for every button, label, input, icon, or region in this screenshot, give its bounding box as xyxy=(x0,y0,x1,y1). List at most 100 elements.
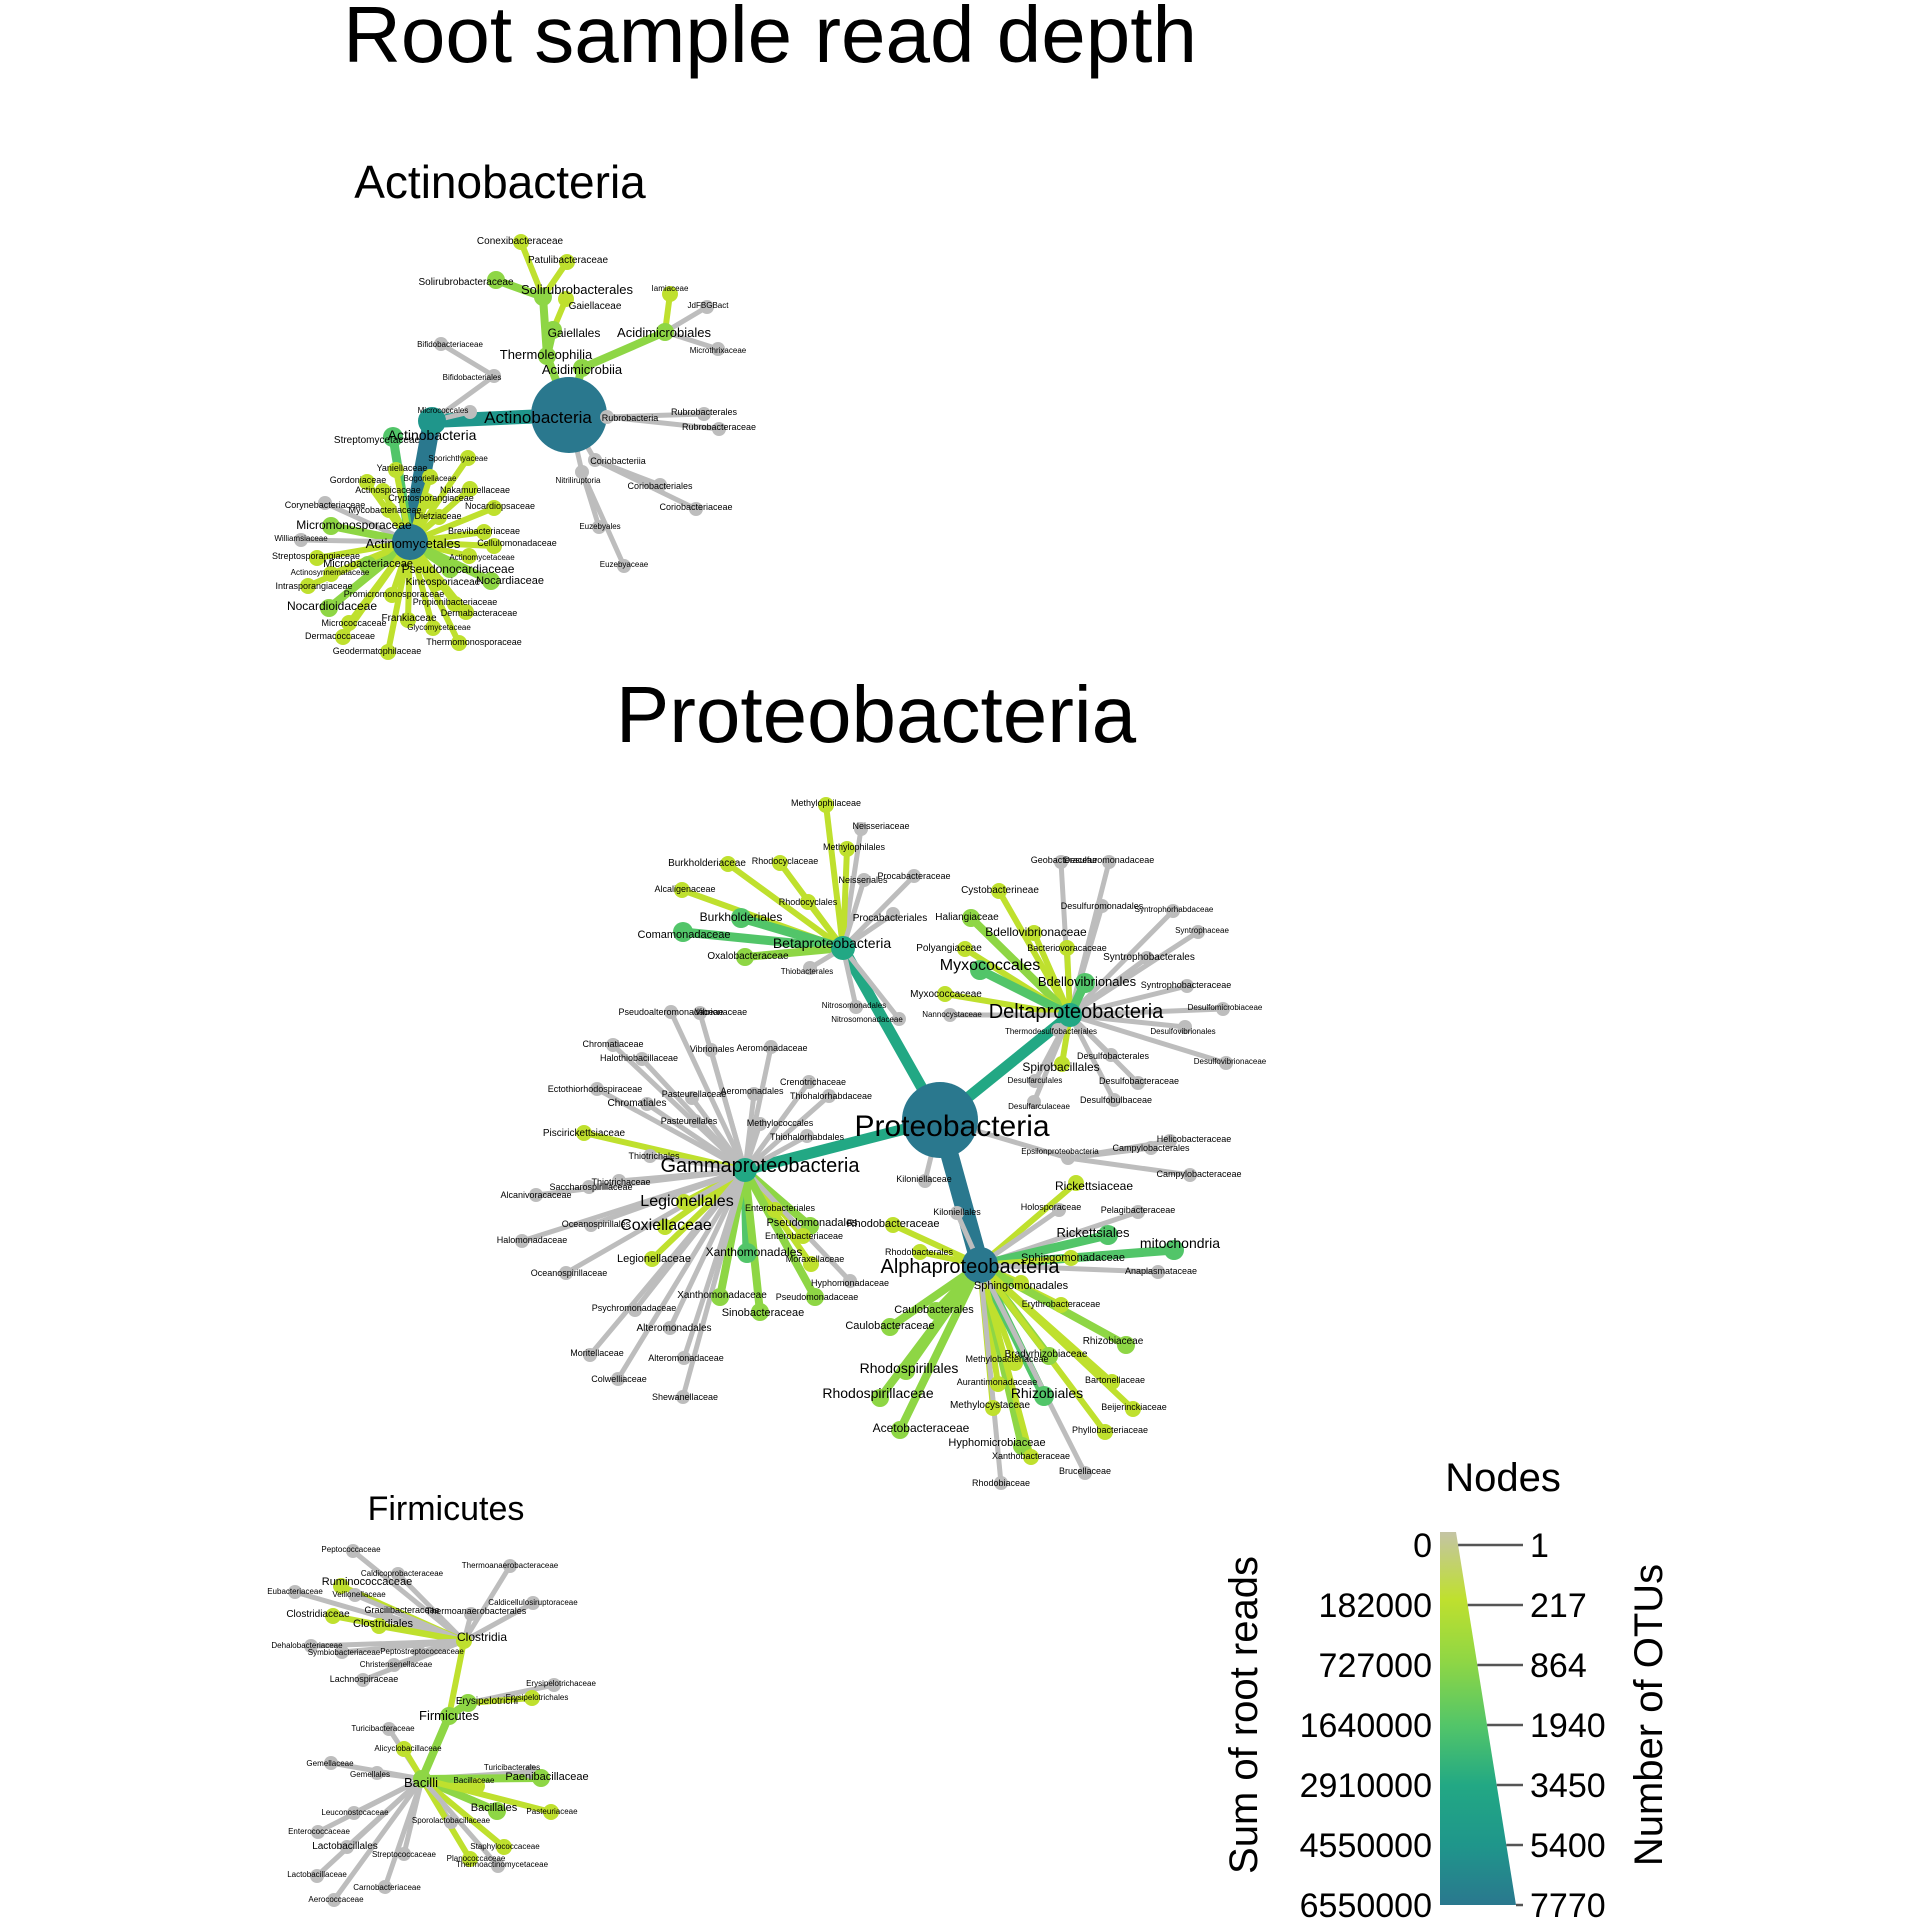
tree-node-label: Thermodesulfobacteriales xyxy=(1005,1027,1097,1036)
tree-node xyxy=(1166,904,1180,918)
tree-node xyxy=(327,1893,341,1907)
legend-left-axis-title: Sum of root reads xyxy=(1222,1556,1266,1874)
tree-node-label: Eubacteriaceae xyxy=(267,1587,323,1596)
tree-node xyxy=(434,337,448,351)
tree-node-label: Desulfovibrionales xyxy=(1150,1027,1215,1036)
tree-node-label: Bacilli xyxy=(404,1775,438,1790)
tree-node-label: Desulfuromonadaceae xyxy=(1064,855,1155,865)
tree-node-label: Hyphomonadaceae xyxy=(811,1278,889,1288)
tree-node-label: Cryptosporangiaceae xyxy=(388,493,474,503)
tree-node-label: Paenibacillaceae xyxy=(505,1771,588,1783)
tree-node-label: Turicibacteraceae xyxy=(351,1724,415,1733)
tree-node xyxy=(1104,1048,1118,1062)
tree-node xyxy=(463,405,477,419)
legend-right-tick-label: 3450 xyxy=(1530,1767,1606,1805)
tree-node-label: Microthrixaceae xyxy=(690,346,747,355)
tree-node-label: Leuconostocaceae xyxy=(321,1808,389,1817)
tree-node-label: Oceanospirillaceae xyxy=(531,1268,608,1278)
tree-node-label: Conexibacteraceae xyxy=(477,236,564,247)
tree-edge xyxy=(725,861,846,951)
tree-node xyxy=(324,1756,338,1770)
tree-node xyxy=(482,572,500,590)
tree-node-label: Gemellales xyxy=(350,1770,390,1779)
tree-proteobacteria: Proteobacteria Proteobacteria Betaproteob… xyxy=(497,670,1267,1490)
tree-node xyxy=(476,524,492,540)
tree-node xyxy=(892,1012,906,1026)
tree-node xyxy=(288,1585,302,1599)
tree-nodes xyxy=(515,797,1233,1490)
tree-node xyxy=(1054,1056,1070,1072)
tree-node xyxy=(1131,1205,1145,1219)
legend-left-tick-label: 6550000 xyxy=(1300,1887,1432,1920)
tree-node xyxy=(447,596,463,612)
tree-node-label: Pseudomonadaceae xyxy=(776,1292,859,1302)
tree-node-label: Mycobacteriaceae xyxy=(348,505,421,515)
tree-node xyxy=(382,1722,396,1736)
tree-edge xyxy=(1067,983,1190,1018)
tree-node xyxy=(674,882,690,898)
tree-node-label: Bdellovibrionales xyxy=(1038,974,1137,989)
tree-node-label: Legionellales xyxy=(640,1193,733,1210)
tree-node xyxy=(387,1658,401,1672)
tree-node xyxy=(310,1869,324,1883)
tree-node xyxy=(764,1040,778,1054)
tree-node-label: Neisseriaceae xyxy=(852,821,909,831)
tree-node xyxy=(689,502,703,516)
tree-node-label: Aeromonadales xyxy=(720,1086,784,1096)
tree-edge xyxy=(886,1261,984,1331)
tree-node-label: Rubrobacteraceae xyxy=(682,422,756,432)
tree-node xyxy=(294,533,308,547)
tree-node xyxy=(885,1217,901,1233)
tree-node-label: Nannocystaceae xyxy=(922,1010,982,1019)
tree-node-label: Myxococcales xyxy=(940,957,1040,974)
tree-node-label: Shewanellaceae xyxy=(652,1392,718,1402)
tree-node xyxy=(985,1400,1001,1416)
tree-node xyxy=(849,1000,863,1014)
tree-node-label: Carnobacteriaceae xyxy=(353,1883,421,1892)
tree-node xyxy=(383,427,403,447)
tree-node xyxy=(543,1804,559,1820)
tree-node xyxy=(970,960,990,980)
tree-node-label: Methylococcales xyxy=(747,1118,814,1128)
tree-node-label: Enterococcaceae xyxy=(288,1827,350,1836)
tree-node xyxy=(1053,1297,1069,1313)
tree-edge xyxy=(518,239,546,300)
tree-edge xyxy=(1067,1012,1141,1086)
tree-node xyxy=(676,1194,692,1210)
tree-labels: Firmicutes Clostridia Bacilli Erysipelotric… xyxy=(267,1545,596,1904)
tree-node-label: Planococcaceae xyxy=(447,1854,506,1863)
tree-node xyxy=(720,856,736,872)
tree-node xyxy=(943,1008,957,1022)
tree-node-label: Vibrionales xyxy=(690,1044,735,1054)
tree-edge xyxy=(977,1262,1034,1460)
tree-edge xyxy=(667,1167,748,1331)
tree-edge xyxy=(977,1262,1088,1476)
tree-node-label: Campylobacteraceae xyxy=(1156,1169,1241,1179)
tree-node xyxy=(640,1097,654,1111)
tree-edge xyxy=(604,414,722,432)
tree-node-label: Lactobacillales xyxy=(312,1841,378,1852)
tree-edge xyxy=(594,1086,748,1173)
tree-nodes xyxy=(294,234,726,660)
tree-edge xyxy=(977,1262,1161,1275)
tree-node-label: Nitriliruptoria xyxy=(556,476,601,485)
tree-node-label: Bifidobacteriaceae xyxy=(417,340,483,349)
tree-node-label: Rhodobacteraceae xyxy=(847,1218,940,1230)
tree-node-label: Desulfovibrionaceae xyxy=(1194,1057,1267,1066)
tree-node-label: Caldicoprobacteraceae xyxy=(361,1569,444,1578)
legend-right-axis-title: Number of OTUs xyxy=(1627,1564,1671,1866)
tree-node-label: Thiotrichaceae xyxy=(591,1177,650,1187)
tree-node-label: Nitrosomonadaceae xyxy=(831,1015,903,1024)
tree-node-label: Coriobacteriaceae xyxy=(659,502,732,512)
tree-node-label: Ruminococcaceae xyxy=(322,1576,413,1588)
tree-node xyxy=(991,883,1007,899)
legend-right-tick-label: 864 xyxy=(1530,1647,1587,1685)
tree-node-label: Thiobacterales xyxy=(781,967,833,976)
tree-node xyxy=(322,517,340,535)
tree-node-label: Halomonadaceae xyxy=(497,1235,568,1245)
tree-node xyxy=(547,1678,561,1692)
legend-left-ticks: 0 182000 727000 1640000 2910000 4550000 655000… xyxy=(1300,1527,1432,1920)
tree-edge xyxy=(840,846,850,951)
tree-edge xyxy=(896,1261,984,1434)
tree-node xyxy=(617,559,631,573)
